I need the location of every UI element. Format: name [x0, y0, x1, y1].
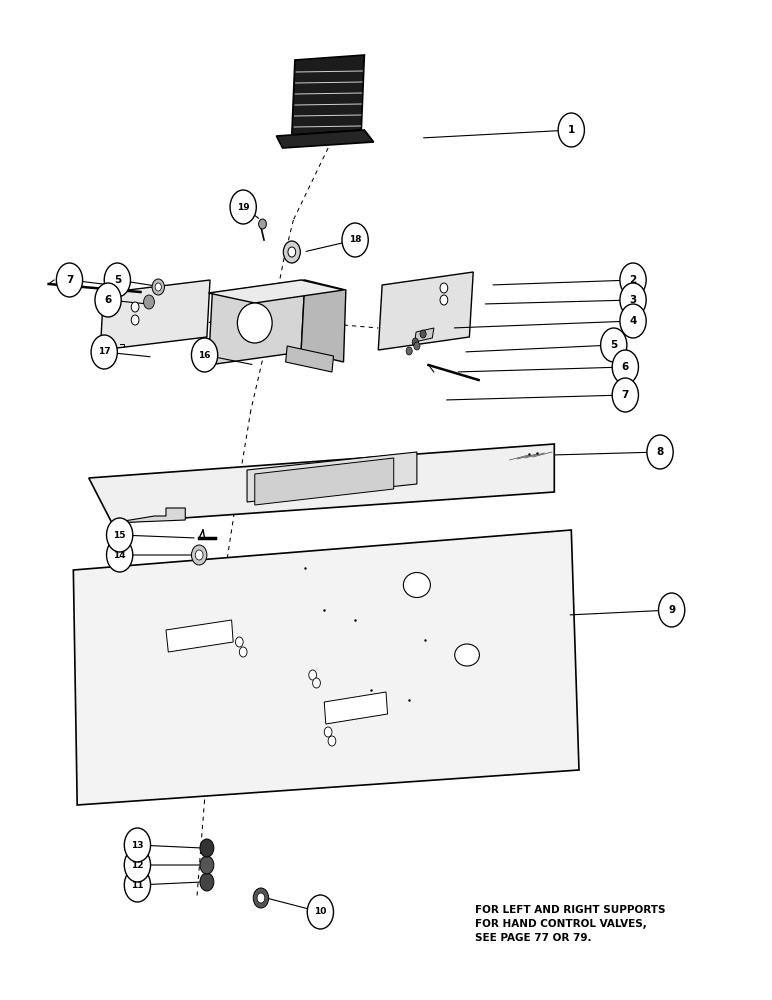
Text: 16: 16 — [198, 351, 211, 360]
Polygon shape — [73, 530, 579, 805]
Polygon shape — [89, 444, 554, 523]
Circle shape — [328, 736, 336, 746]
Circle shape — [324, 727, 332, 737]
Polygon shape — [301, 280, 346, 362]
Circle shape — [412, 338, 418, 346]
Circle shape — [107, 538, 133, 572]
Circle shape — [253, 888, 269, 908]
Text: 11: 11 — [131, 880, 144, 890]
Circle shape — [95, 283, 121, 317]
Circle shape — [124, 848, 151, 882]
Circle shape — [259, 219, 266, 229]
Circle shape — [239, 647, 247, 657]
Circle shape — [195, 550, 203, 560]
Circle shape — [152, 279, 164, 295]
Circle shape — [131, 302, 139, 312]
Circle shape — [612, 378, 638, 412]
Ellipse shape — [455, 644, 479, 666]
Polygon shape — [208, 280, 305, 365]
Circle shape — [420, 330, 426, 338]
Circle shape — [620, 304, 646, 338]
Circle shape — [558, 113, 584, 147]
Circle shape — [200, 873, 214, 891]
Text: 15: 15 — [113, 530, 126, 540]
Text: 5: 5 — [113, 275, 121, 285]
Ellipse shape — [237, 303, 272, 343]
Circle shape — [144, 295, 154, 309]
Circle shape — [107, 518, 133, 552]
Circle shape — [124, 828, 151, 862]
Polygon shape — [208, 280, 344, 303]
Text: 14: 14 — [113, 550, 126, 560]
Text: FOR LEFT AND RIGHT SUPPORTS
FOR HAND CONTROL VALVES,
SEE PAGE 77 OR 79.: FOR LEFT AND RIGHT SUPPORTS FOR HAND CON… — [475, 905, 665, 943]
Circle shape — [131, 315, 139, 325]
Circle shape — [257, 893, 265, 903]
Circle shape — [406, 347, 412, 355]
Circle shape — [309, 670, 317, 680]
Circle shape — [612, 350, 638, 384]
Text: 19: 19 — [237, 202, 249, 212]
Circle shape — [313, 678, 320, 688]
Circle shape — [104, 263, 130, 297]
Circle shape — [620, 283, 646, 317]
Circle shape — [440, 295, 448, 305]
Polygon shape — [166, 620, 233, 652]
Text: 4: 4 — [629, 316, 637, 326]
Polygon shape — [100, 280, 210, 350]
Polygon shape — [255, 458, 394, 505]
Text: 8: 8 — [656, 447, 664, 457]
Circle shape — [191, 338, 218, 372]
Circle shape — [191, 545, 207, 565]
Polygon shape — [247, 452, 417, 502]
Circle shape — [91, 335, 117, 369]
Text: 7: 7 — [66, 275, 73, 285]
Polygon shape — [286, 346, 334, 372]
Text: 17: 17 — [98, 348, 110, 357]
Polygon shape — [112, 508, 185, 523]
Text: 6: 6 — [104, 295, 112, 305]
Circle shape — [342, 223, 368, 257]
Text: 18: 18 — [349, 235, 361, 244]
Text: 13: 13 — [131, 840, 144, 850]
Text: 10: 10 — [314, 908, 327, 916]
Text: 12: 12 — [131, 860, 144, 869]
Circle shape — [288, 247, 296, 257]
Circle shape — [440, 283, 448, 293]
Circle shape — [124, 868, 151, 902]
Circle shape — [200, 839, 214, 857]
Circle shape — [283, 241, 300, 263]
Text: 5: 5 — [610, 340, 618, 350]
Polygon shape — [324, 692, 388, 724]
Polygon shape — [276, 130, 374, 148]
Circle shape — [155, 283, 161, 291]
Ellipse shape — [403, 572, 430, 597]
Text: 7: 7 — [621, 390, 629, 400]
Circle shape — [659, 593, 685, 627]
Circle shape — [200, 856, 214, 874]
Circle shape — [620, 263, 646, 297]
Circle shape — [307, 895, 334, 929]
Text: 3: 3 — [629, 295, 637, 305]
Polygon shape — [415, 328, 434, 342]
Circle shape — [601, 328, 627, 362]
Polygon shape — [292, 55, 364, 135]
Text: 1: 1 — [567, 125, 575, 135]
Text: 2: 2 — [629, 275, 637, 285]
Text: 9: 9 — [668, 605, 676, 615]
Circle shape — [235, 637, 243, 647]
Text: 6: 6 — [621, 362, 629, 372]
Circle shape — [56, 263, 83, 297]
Circle shape — [647, 435, 673, 469]
Polygon shape — [378, 272, 473, 350]
Circle shape — [414, 342, 420, 350]
Circle shape — [230, 190, 256, 224]
